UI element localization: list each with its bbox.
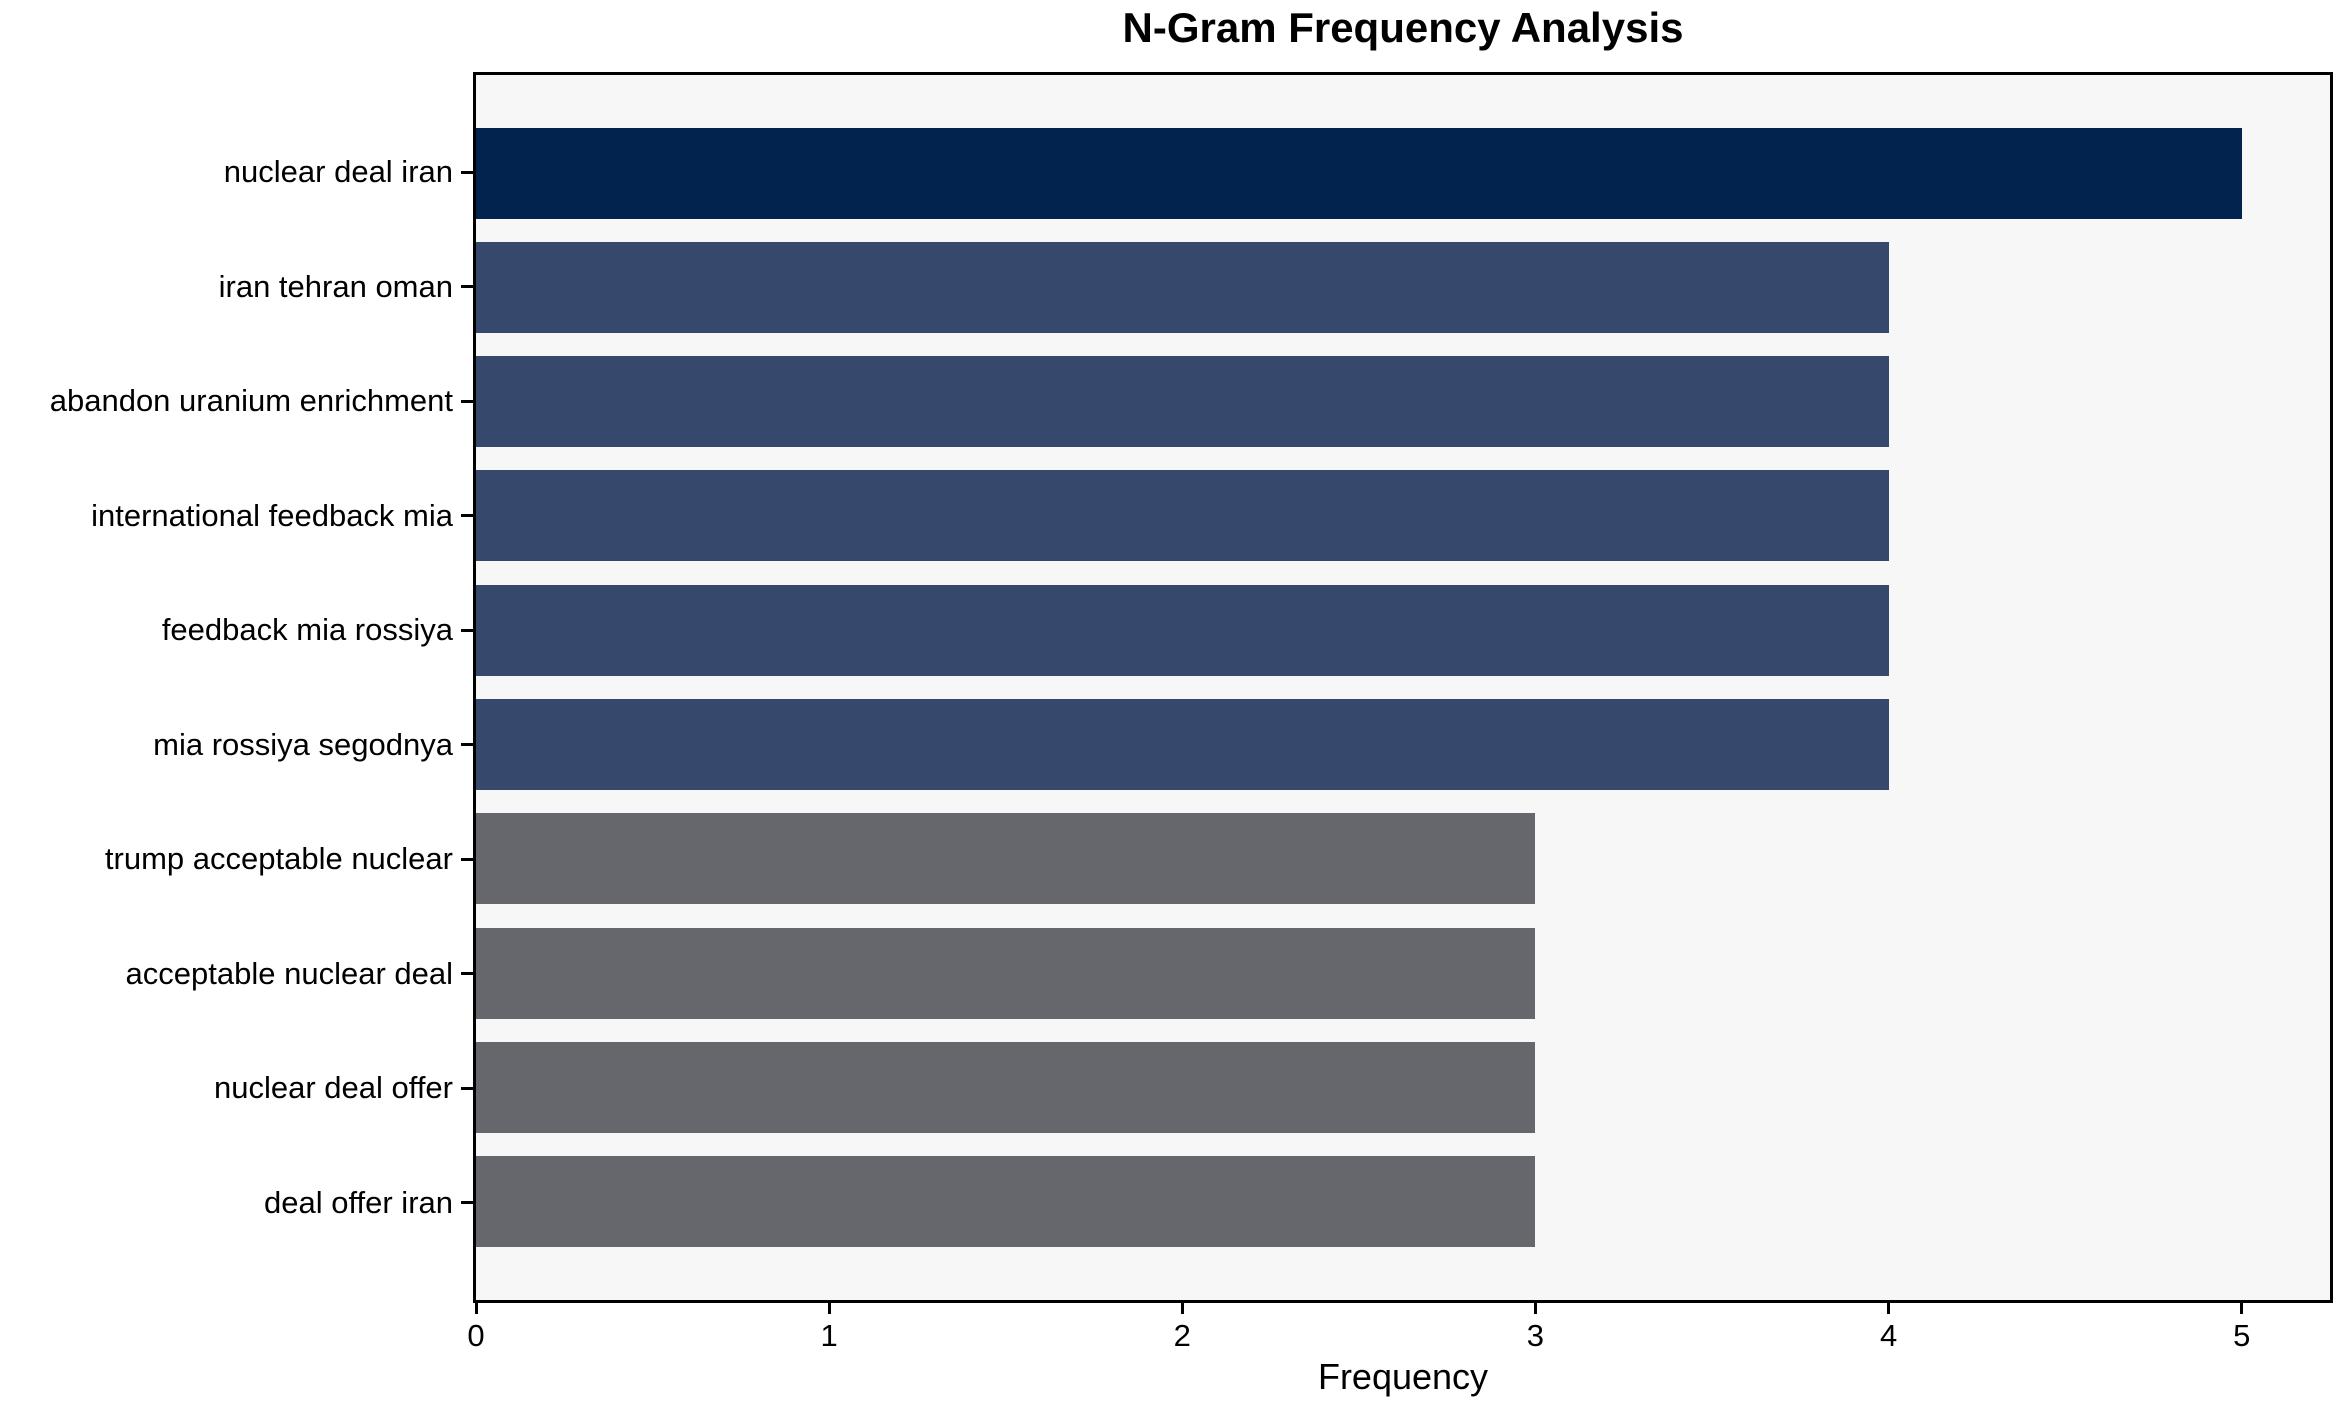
y-tick-label: mia rossiya segodnya [153, 726, 453, 762]
plot-area [473, 72, 2333, 1303]
x-tick-label: 1 [820, 1318, 838, 1353]
y-tick-mark [461, 857, 473, 861]
bar-row [476, 1145, 2330, 1259]
bar-nuclear-deal-offer [476, 1042, 1536, 1134]
y-tick-label: nuclear deal offer [214, 1070, 453, 1105]
bar-acceptable-nuclear-deal [476, 927, 1536, 1019]
y-tick-label: abandon uranium enrichment [49, 383, 453, 418]
bar-abandon-uranium-enrichment [476, 356, 1889, 448]
bar-row [476, 688, 2330, 802]
bar-row [476, 916, 2330, 1030]
bar-trump-acceptable-nuclear [476, 813, 1536, 905]
bar-feedback-mia-rossiya [476, 584, 1889, 676]
bar-deal-offer-iran [476, 1156, 1536, 1248]
y-tick-label: iran tehran oman [218, 268, 453, 304]
y-tick-mark [461, 399, 473, 403]
x-tick-mark [2240, 1303, 2244, 1314]
y-tick-label: trump acceptable nuclear [104, 841, 453, 876]
y-tick-mark [461, 170, 473, 174]
bar-mia-rossiya-segodnya [476, 699, 1889, 791]
chart-title: N-Gram Frequency Analysis [1122, 4, 1684, 51]
bar-nuclear-deal-iran [476, 127, 2242, 219]
bar-row [476, 802, 2330, 916]
x-tick-mark [1533, 1303, 1537, 1314]
x-tick-label: 4 [1879, 1318, 1898, 1353]
y-tick-mark [461, 972, 473, 975]
x-axis-label: Frequency [1317, 1356, 1489, 1397]
x-tick-mark [474, 1303, 478, 1314]
bar-row [476, 345, 2330, 459]
bar-row [476, 230, 2330, 344]
y-tick-label: deal offer iran [264, 1184, 453, 1220]
bar-international-feedback-mia [476, 470, 1889, 562]
bar-row [476, 116, 2330, 230]
y-tick-mark [461, 1201, 473, 1204]
bar-row [476, 459, 2330, 573]
x-tick-mark [1887, 1303, 1891, 1314]
y-tick-mark [461, 285, 473, 288]
x-tick-mark [827, 1303, 831, 1314]
y-tick-label: acceptable nuclear deal [125, 955, 453, 991]
bar-iran-tehran-oman [476, 241, 1889, 333]
y-tick-label: international feedback mia [91, 497, 453, 533]
y-tick-mark [461, 514, 473, 517]
y-tick-mark [461, 628, 473, 632]
x-tick-label: 5 [2233, 1318, 2251, 1353]
x-tick-label: 3 [1526, 1318, 1545, 1353]
y-tick-label: feedback mia rossiya [161, 612, 453, 647]
x-tick-mark [1180, 1303, 1184, 1314]
bar-row [476, 573, 2330, 687]
y-tick-mark [461, 743, 473, 746]
x-tick-label: 2 [1173, 1318, 1191, 1353]
x-tick-label: 0 [467, 1318, 485, 1353]
bar-row [476, 1031, 2330, 1145]
y-tick-mark [461, 1086, 473, 1090]
y-tick-label: nuclear deal iran [223, 154, 453, 189]
